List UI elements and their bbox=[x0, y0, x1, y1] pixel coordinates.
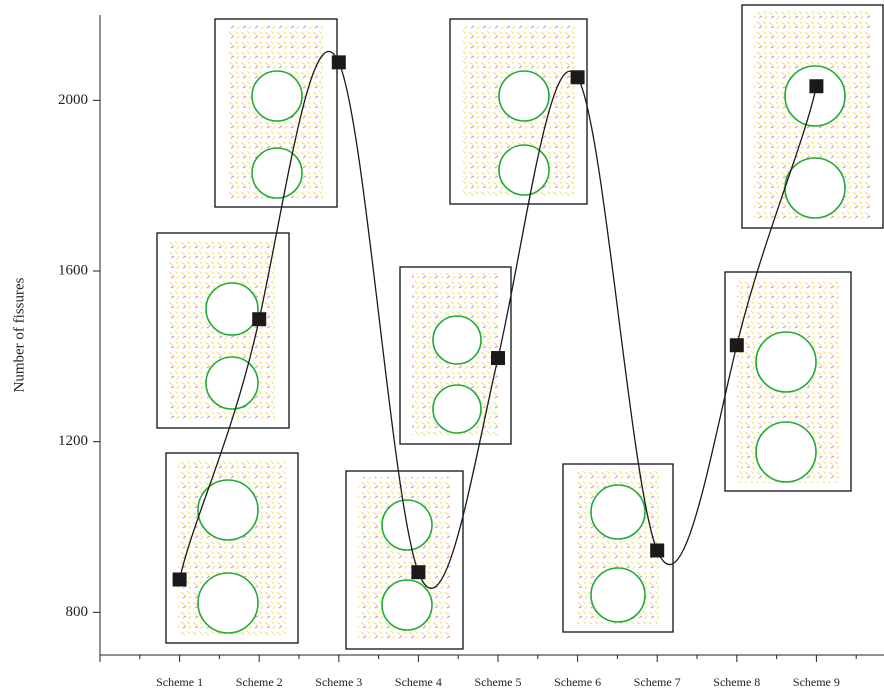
x-tick-label: Scheme 4 bbox=[395, 675, 442, 689]
x-tick-label: Scheme 6 bbox=[554, 675, 601, 689]
data-point bbox=[650, 543, 664, 557]
data-point bbox=[730, 338, 744, 352]
opening bbox=[591, 485, 645, 539]
y-tick-label: 2000 bbox=[58, 92, 88, 108]
data-point bbox=[173, 572, 187, 586]
opening bbox=[206, 283, 258, 335]
opening bbox=[499, 71, 549, 121]
y-tick-label: 1200 bbox=[58, 433, 88, 449]
opening bbox=[433, 385, 481, 433]
y-axis-label: Number of fissures bbox=[11, 277, 27, 392]
inset-image bbox=[215, 19, 337, 207]
opening bbox=[198, 480, 258, 540]
x-tick-label: Scheme 5 bbox=[475, 675, 522, 689]
opening bbox=[433, 316, 481, 364]
inset-image bbox=[166, 453, 298, 643]
data-point bbox=[809, 79, 823, 93]
data-point bbox=[491, 351, 505, 365]
inset-image bbox=[346, 471, 463, 649]
opening bbox=[382, 580, 432, 630]
x-tick-label: Scheme 8 bbox=[713, 675, 760, 689]
opening bbox=[591, 568, 645, 622]
x-tick-label: Scheme 3 bbox=[315, 675, 362, 689]
opening bbox=[785, 66, 845, 126]
data-point bbox=[411, 565, 425, 579]
inset-image bbox=[157, 233, 289, 428]
opening bbox=[756, 332, 816, 392]
opening bbox=[198, 573, 258, 633]
x-tick-label: Scheme 9 bbox=[793, 675, 840, 689]
y-tick-label: 800 bbox=[66, 604, 89, 620]
data-point bbox=[571, 70, 585, 84]
x-tick-label: Scheme 1 bbox=[156, 675, 203, 689]
y-tick-label: 1600 bbox=[58, 262, 88, 278]
data-point bbox=[332, 55, 346, 69]
inset-image bbox=[742, 5, 883, 228]
opening bbox=[252, 148, 302, 198]
opening bbox=[785, 158, 845, 218]
x-tick-label: Scheme 2 bbox=[236, 675, 283, 689]
chart: Number of fissures 800 1200 1600 2000 Scheme… bbox=[0, 0, 884, 692]
x-tick-label: Scheme 7 bbox=[634, 675, 681, 689]
opening bbox=[499, 145, 549, 195]
inset-image bbox=[725, 272, 851, 491]
opening bbox=[252, 71, 302, 121]
opening bbox=[756, 422, 816, 482]
data-point bbox=[252, 312, 266, 326]
inset-image bbox=[450, 19, 587, 204]
opening bbox=[206, 357, 258, 409]
page: {"chart_data": {"type": "line", "y_label… bbox=[0, 0, 884, 692]
insets bbox=[157, 5, 883, 649]
